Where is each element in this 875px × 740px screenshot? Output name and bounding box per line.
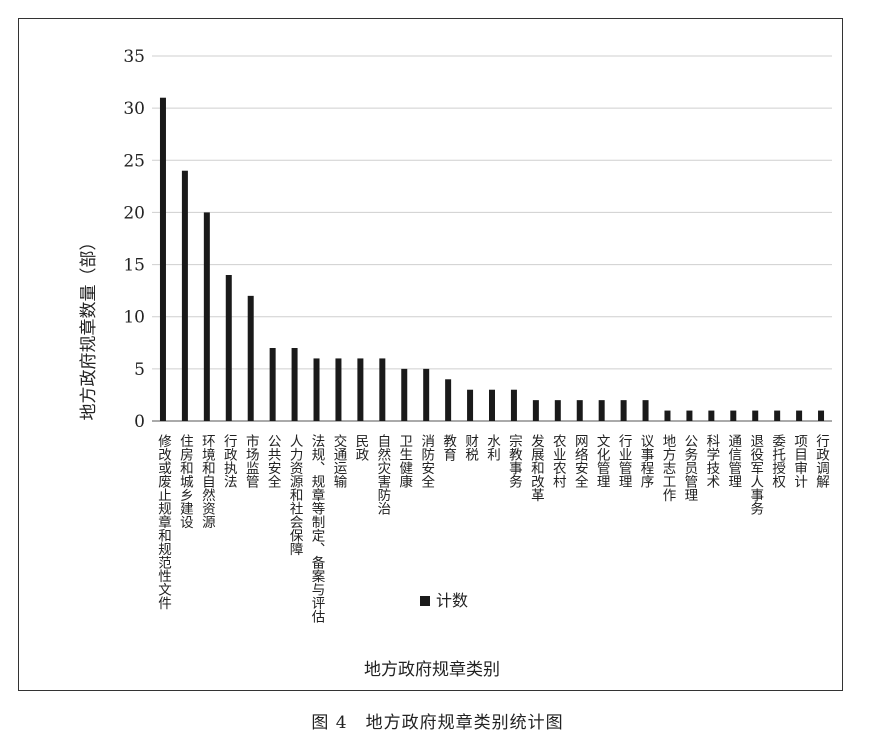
legend-swatch	[420, 596, 430, 606]
bar	[313, 358, 320, 421]
x-tick-label: 网络安全	[572, 434, 589, 488]
x-tick-label: 财税	[462, 434, 479, 463]
bar	[247, 295, 254, 421]
x-tick-label: 卫生健康	[396, 434, 413, 488]
y-tick-label: 30	[123, 99, 145, 119]
x-tick-label: 消防安全	[418, 434, 435, 488]
x-tick-label: 文化管理	[594, 434, 611, 488]
legend-label: 计数	[436, 591, 468, 610]
bar	[401, 368, 408, 421]
bar	[159, 97, 166, 421]
x-axis-ticks: 修改或废止规章和规范性文件 住房和城乡建设 环境和自然资源 行政执法 市场监管 公共安全人…	[155, 433, 830, 624]
bar	[225, 275, 232, 421]
x-tick-label: 发展和改革	[528, 434, 545, 502]
chart-frame	[18, 18, 843, 691]
bar	[423, 368, 430, 421]
bar	[445, 379, 452, 421]
x-axis-label: 地方政府规章类别	[364, 660, 500, 680]
bar	[796, 410, 803, 421]
x-tick-label: 农业农村	[550, 434, 567, 489]
x-tick-label: 项目审计	[791, 434, 808, 488]
bar	[576, 400, 583, 421]
x-tick-label: 科学技术	[703, 434, 720, 489]
bar	[686, 410, 693, 421]
y-tick-label: 35	[123, 47, 145, 67]
x-tick-label: 民政	[352, 434, 369, 461]
bar	[357, 358, 364, 421]
bar	[708, 410, 715, 421]
bar	[269, 348, 276, 421]
x-tick-label: 法规、规章等制定、备案与评估	[309, 434, 326, 624]
bar	[181, 170, 188, 421]
x-tick-label: 行政调解	[813, 434, 830, 489]
x-tick-label: 教育	[440, 434, 457, 462]
bar	[620, 400, 627, 421]
x-tick-label: 公务员管理	[681, 434, 698, 502]
bar	[642, 400, 649, 421]
x-tick-label: 人力资源和社会保障	[287, 434, 304, 556]
x-tick-label: 通信管理	[725, 434, 742, 488]
bar	[203, 212, 210, 421]
x-tick-label: 行政执法	[221, 434, 238, 489]
x-tick-label: 委托授权	[769, 434, 786, 489]
bar	[489, 389, 495, 421]
x-tick-label: 退役军人事务	[747, 434, 764, 516]
y-tick-label: 5	[134, 360, 145, 380]
x-tick-label: 市场监管	[243, 433, 260, 489]
x-tick-label: 环境和自然资源	[199, 434, 216, 529]
y-axis-ticks: 0 5 10 15 20 25 30 35	[123, 47, 145, 432]
legend: 计数	[420, 591, 468, 610]
x-tick-label: 水利	[484, 434, 501, 462]
x-tick-label: 交通运输	[330, 433, 347, 489]
x-tick-label: 行业管理	[616, 434, 633, 488]
bar	[532, 400, 539, 421]
bar	[510, 389, 517, 421]
y-tick-label: 20	[123, 203, 145, 223]
y-tick-label: 15	[123, 256, 145, 276]
bar	[774, 410, 781, 421]
bar	[730, 410, 737, 421]
x-tick-label: 宗教事务	[506, 434, 523, 489]
x-tick-label: 住房和城乡建设	[177, 434, 194, 529]
x-tick-label: 地方志工作	[659, 434, 676, 502]
y-axis-label: 地方政府规章数量（部）	[79, 234, 99, 421]
bar	[467, 389, 474, 421]
gridlines	[152, 55, 832, 422]
bar	[664, 410, 671, 421]
x-tick-label: 公共安全	[265, 434, 282, 488]
bar	[335, 358, 342, 421]
x-tick-label: 自然灾害防治	[374, 434, 391, 516]
bar	[752, 410, 759, 421]
y-tick-label: 10	[123, 308, 145, 328]
x-tick-label: 议事程序	[638, 434, 655, 489]
figure-caption: 图 4 地方政府规章类别统计图	[311, 713, 564, 733]
bar	[598, 400, 605, 421]
bar	[554, 400, 561, 421]
bar	[818, 410, 825, 421]
y-tick-label: 0	[134, 412, 145, 432]
y-tick-label: 25	[123, 151, 145, 171]
bars	[159, 97, 825, 421]
x-tick-label: 修改或废止规章和规范性文件	[155, 434, 172, 610]
bar	[291, 348, 298, 421]
bar	[379, 358, 386, 421]
